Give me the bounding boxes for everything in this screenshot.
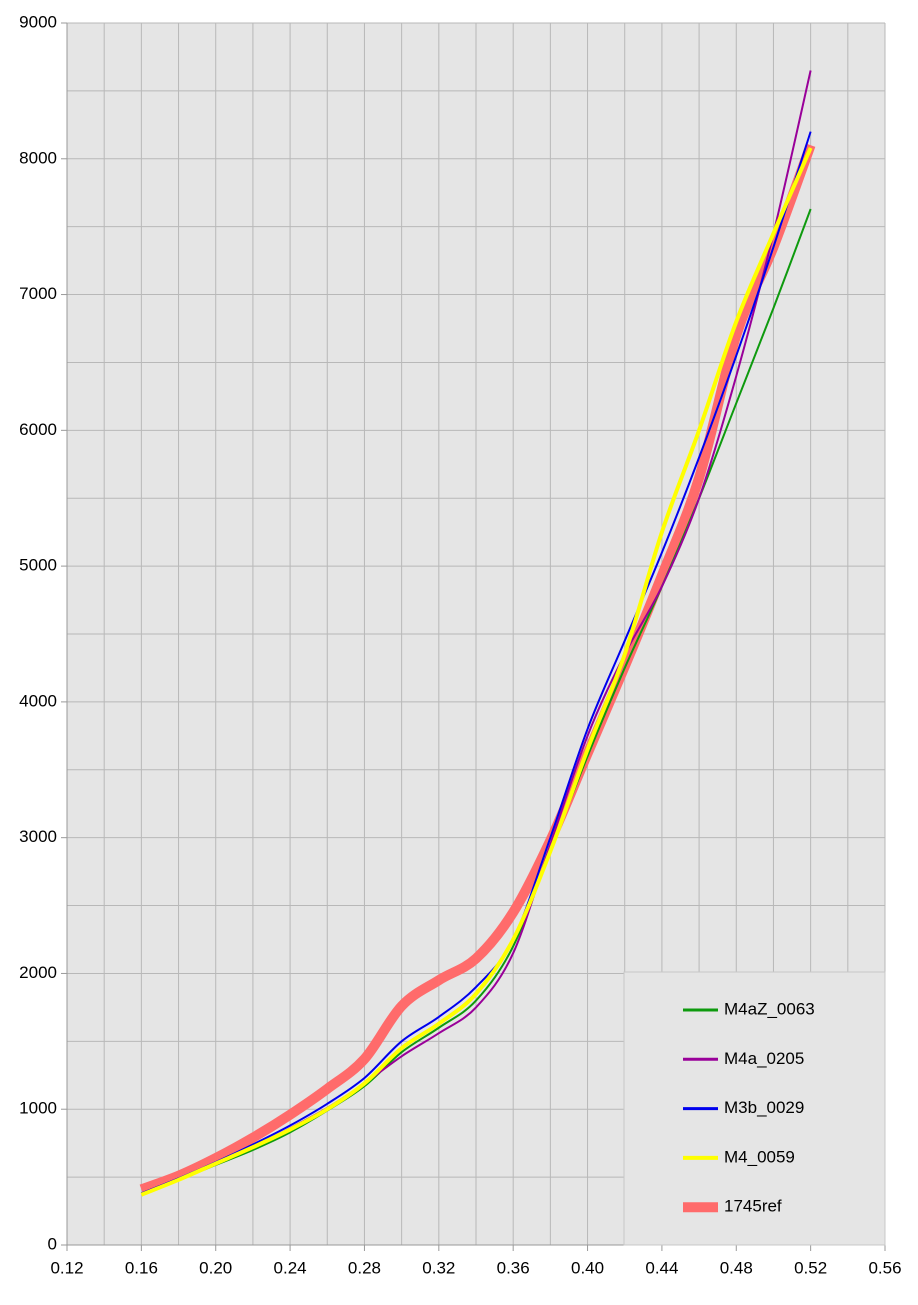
x-tick-label: 0.24	[274, 1258, 307, 1277]
y-tick-label: 5000	[19, 556, 57, 575]
x-tick-label: 0.36	[497, 1258, 530, 1277]
y-tick-label: 9000	[19, 12, 57, 31]
legend-label: M4aZ_0063	[724, 999, 815, 1018]
series-line	[140, 147, 813, 1197]
y-tick-label: 1000	[19, 1099, 57, 1118]
legend-label: M3b_0029	[724, 1098, 804, 1117]
legend-label: M4a_0205	[724, 1049, 804, 1068]
x-tick-label: 0.40	[571, 1258, 604, 1277]
y-tick-label: 8000	[19, 148, 57, 167]
y-tick-label: 2000	[19, 963, 57, 982]
x-tick-label: 0.56	[868, 1258, 901, 1277]
legend-label: M4_0059	[724, 1147, 795, 1166]
y-tick-label: 3000	[19, 827, 57, 846]
series-line	[141, 208, 812, 1195]
x-tick-label: 0.52	[794, 1258, 827, 1277]
legend-label: 1745ref	[724, 1197, 782, 1216]
x-tick-label: 0.32	[422, 1258, 455, 1277]
y-tick-label: 0	[48, 1234, 57, 1253]
legend: M4aZ_0063 M4a_0205 M3b_0029 M4_0059 1745ref	[623, 971, 886, 1246]
x-tick-label: 0.16	[125, 1258, 158, 1277]
series-line	[139, 143, 816, 1195]
x-tick-label: 0.44	[645, 1258, 678, 1277]
x-tick-label: 0.28	[348, 1258, 381, 1277]
x-tick-label: 0.12	[50, 1258, 83, 1277]
y-tick-label: 6000	[19, 420, 57, 439]
legend-box	[623, 971, 886, 1246]
y-tick-label: 7000	[19, 284, 57, 303]
y-tick-label: 4000	[19, 691, 57, 710]
x-tick-label: 0.20	[199, 1258, 232, 1277]
x-tick-label: 0.48	[720, 1258, 753, 1277]
